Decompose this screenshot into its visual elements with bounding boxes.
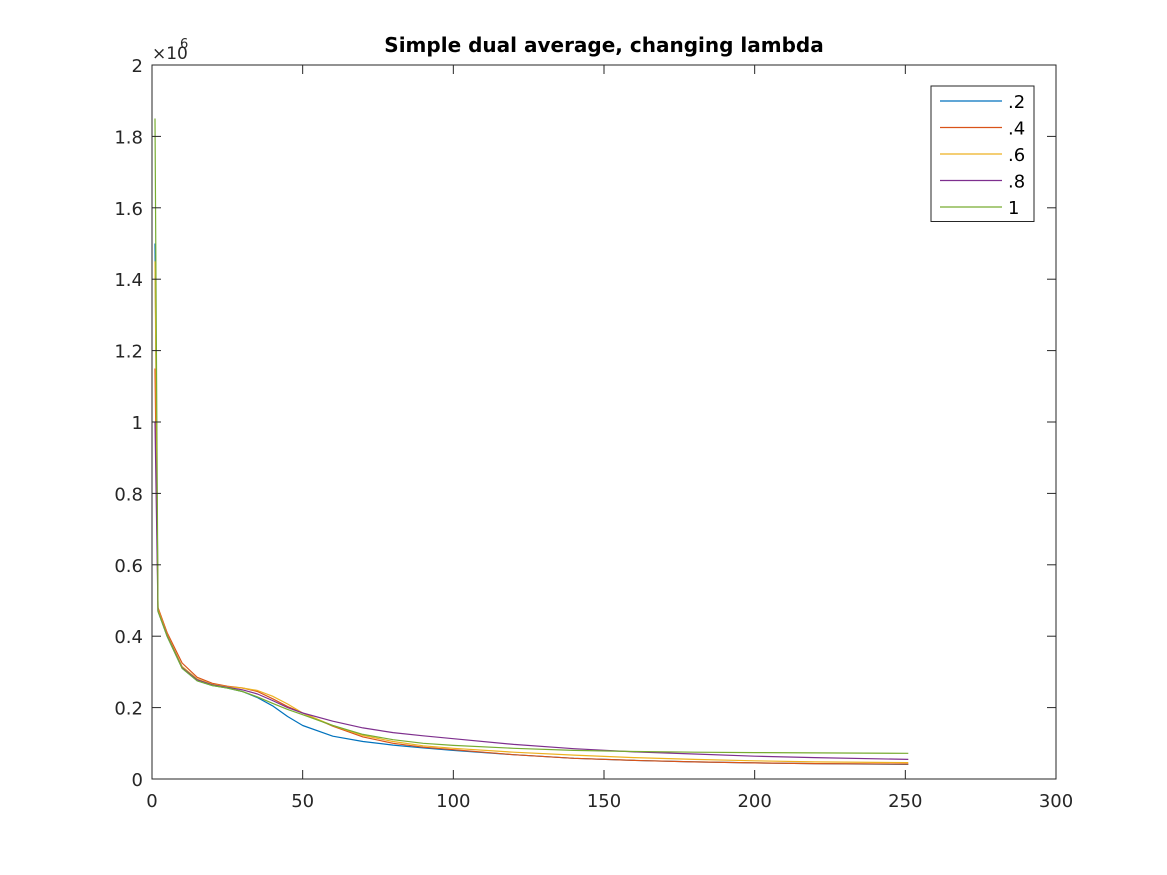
y-tick-label: 0.8	[114, 484, 143, 505]
y-tick-label: 1	[132, 413, 143, 434]
x-tick-label: 300	[1039, 791, 1073, 812]
chart-title: Simple dual average, changing lambda	[384, 33, 823, 57]
x-tick-label: 50	[291, 791, 314, 812]
axes: 0 50 100 150 200 250 30000.20.40.60.811.21.41.…	[114, 56, 1073, 812]
series-line-4	[154, 421, 909, 760]
legend: .2 .4 .6 .8 1	[930, 85, 1035, 222]
y-tick-label: 2	[132, 56, 143, 77]
legend-label-4: .8	[1008, 172, 1025, 193]
y-exponent-label: ×10 6	[152, 37, 188, 64]
y-exponent-power: 6	[180, 37, 188, 52]
y-tick-label: 0.6	[114, 556, 143, 577]
y-tick-label: 0.4	[114, 627, 143, 648]
y-tick-label: 1.6	[114, 199, 143, 220]
y-exponent-base: ×10	[152, 44, 188, 64]
x-tick-label: 150	[587, 791, 621, 812]
y-tick-label: 0.2	[114, 699, 143, 720]
series-lines	[154, 118, 909, 766]
y-tick-label: 1.8	[114, 127, 143, 148]
y-tick-label: 1.2	[114, 342, 143, 363]
legend-label-1: .2	[1008, 92, 1025, 113]
legend-label-3: .6	[1008, 145, 1025, 166]
x-tick-label: 0	[146, 791, 157, 812]
x-tick-label: 250	[888, 791, 922, 812]
legend-label-2: .4	[1008, 119, 1025, 140]
y-tick-label: 1.4	[114, 270, 143, 291]
x-tick-label: 100	[436, 791, 470, 812]
series-line-3	[154, 261, 909, 764]
series-line-5	[154, 118, 909, 754]
x-tick-label: 200	[737, 791, 771, 812]
legend-label-5: 1	[1008, 198, 1019, 219]
y-tick-label: 0	[132, 770, 143, 791]
plot-area	[152, 65, 1056, 779]
